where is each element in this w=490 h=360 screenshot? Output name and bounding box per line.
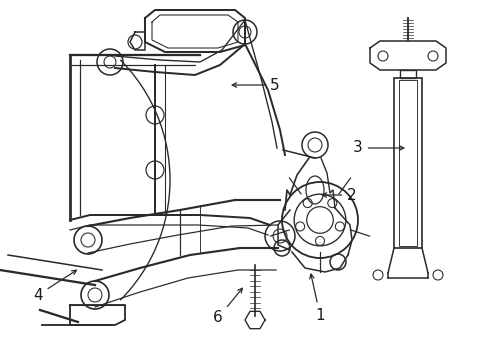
- Text: 5: 5: [232, 77, 280, 93]
- Bar: [400, 70, 416, 78]
- Bar: [394, 78, 422, 248]
- Text: 1: 1: [310, 274, 325, 323]
- Bar: [399, 80, 417, 246]
- Text: 6: 6: [213, 288, 243, 325]
- Text: 4: 4: [33, 270, 76, 302]
- Text: 2: 2: [322, 188, 357, 202]
- Text: 3: 3: [353, 140, 404, 156]
